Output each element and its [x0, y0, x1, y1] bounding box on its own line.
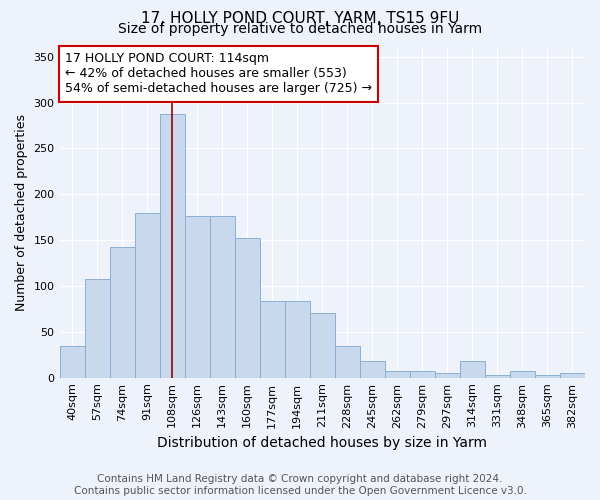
Bar: [110, 248, 134, 378]
Text: 17 HOLLY POND COURT: 114sqm
← 42% of detached houses are smaller (553)
54% of se: 17 HOLLY POND COURT: 114sqm ← 42% of det…: [65, 52, 372, 96]
Bar: [385, 372, 410, 378]
Bar: [560, 373, 585, 378]
Bar: [435, 373, 460, 378]
Bar: [209, 216, 235, 378]
X-axis label: Distribution of detached houses by size in Yarm: Distribution of detached houses by size …: [157, 436, 487, 450]
Bar: [535, 375, 560, 378]
Bar: [460, 361, 485, 378]
Bar: [360, 361, 385, 378]
Bar: [510, 372, 535, 378]
Text: 17, HOLLY POND COURT, YARM, TS15 9FU: 17, HOLLY POND COURT, YARM, TS15 9FU: [141, 11, 459, 26]
Bar: [485, 375, 510, 378]
Bar: [260, 300, 285, 378]
Text: Contains HM Land Registry data © Crown copyright and database right 2024.
Contai: Contains HM Land Registry data © Crown c…: [74, 474, 526, 496]
Bar: [185, 216, 209, 378]
Bar: [85, 278, 110, 378]
Y-axis label: Number of detached properties: Number of detached properties: [15, 114, 28, 311]
Bar: [310, 314, 335, 378]
Bar: [59, 346, 85, 378]
Bar: [335, 346, 360, 378]
Bar: [160, 114, 185, 378]
Bar: [134, 212, 160, 378]
Text: Size of property relative to detached houses in Yarm: Size of property relative to detached ho…: [118, 22, 482, 36]
Bar: [285, 300, 310, 378]
Bar: [235, 238, 260, 378]
Bar: [410, 372, 435, 378]
